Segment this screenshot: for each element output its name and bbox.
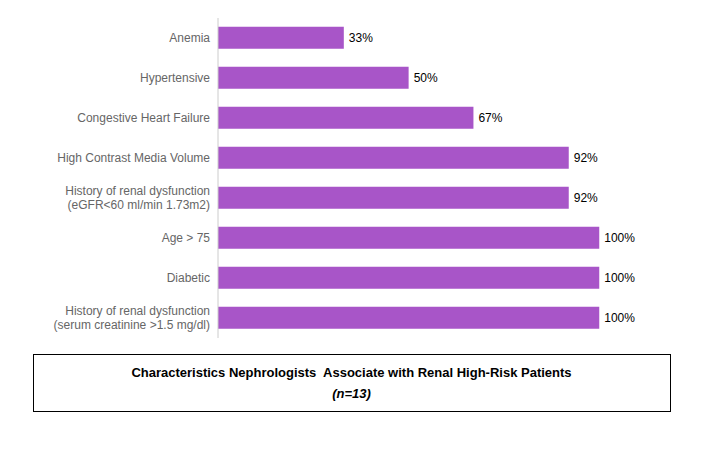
svg-text:100%: 100%	[604, 311, 635, 325]
svg-text:Hypertensive: Hypertensive	[140, 71, 210, 85]
svg-text:50%: 50%	[414, 71, 438, 85]
svg-text:History of renal dysfunction(e: History of renal dysfunction(eGFR<60 ml/…	[65, 184, 210, 212]
html-text:(n=13): (n=13)	[332, 386, 371, 401]
svg-text:High Contrast Media Volume: High Contrast Media Volume	[57, 151, 210, 165]
svg-text:Congestive Heart Failure: Congestive Heart Failure	[77, 111, 210, 125]
svg-text:Diabetic: Diabetic	[167, 271, 210, 285]
svg-text:100%: 100%	[604, 271, 635, 285]
svg-text:100%: 100%	[604, 231, 635, 245]
svg-text:67%: 67%	[478, 111, 502, 125]
svg-text:Age > 75: Age > 75	[162, 231, 211, 245]
html-text:Characteristics Nephrologists: Characteristics Nephrologists Associate …	[131, 365, 572, 380]
svg-text:History of renal dysfunction(s: History of renal dysfunction(serum creat…	[54, 304, 210, 332]
svg-text:Anemia: Anemia	[169, 31, 210, 45]
svg-text:92%: 92%	[574, 191, 598, 205]
svg-text:92%: 92%	[574, 151, 598, 165]
svg-text:33%: 33%	[349, 31, 373, 45]
